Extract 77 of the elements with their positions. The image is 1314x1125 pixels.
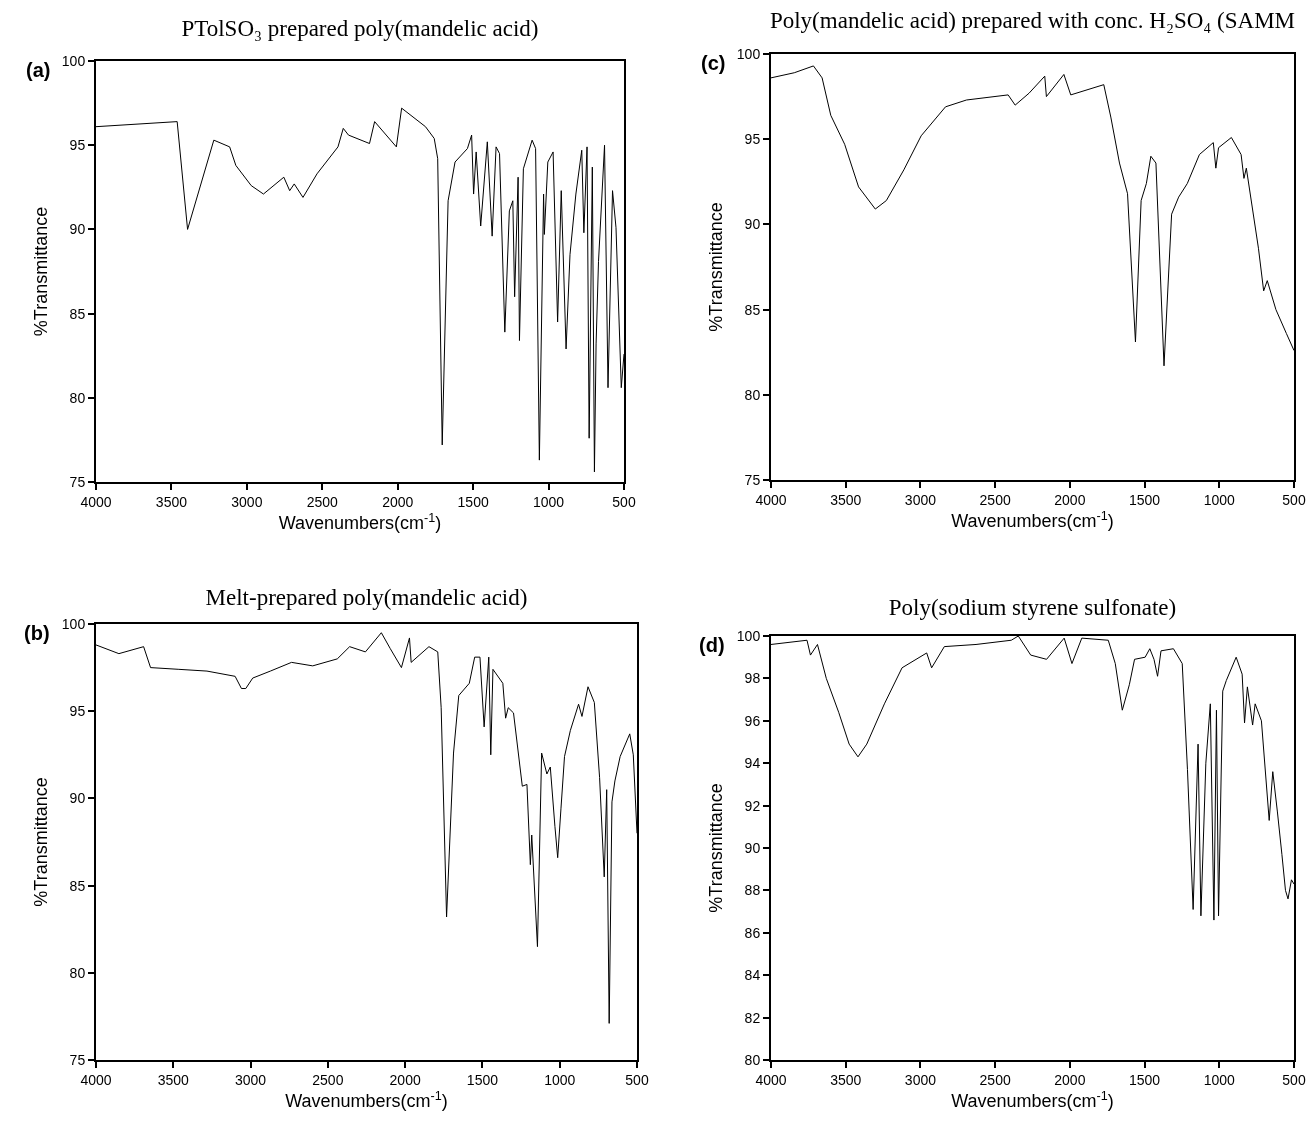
text: (c) [701,52,726,74]
chart-title: Melt-prepared poly(mandelic acid) [205,585,528,611]
y-tick-label: 85 [69,877,86,894]
x-tick-label: 2000 [1054,1071,1086,1088]
y-tick-label: 100 [61,615,86,632]
x-axis-title: Wavenumbers(cm$^{-1}$) [951,508,1114,532]
y-tick-label: 95 [69,137,86,154]
y-tick-label: 85 [744,301,761,318]
y-tick-label: 95 [69,703,86,720]
x-tick-label: 1000 [1203,491,1236,508]
y-tick-label: 80 [744,1051,761,1068]
x-tick-label: 2500 [979,1071,1011,1088]
x-tick-label: 4000 [80,493,112,510]
x-tick-label: 500 [612,493,636,510]
text: (d) [699,634,725,656]
y-tick-label: 88 [744,882,761,899]
x-tick-label: 2000 [382,493,414,510]
y-tick-label: 100 [736,627,761,644]
x-tick-label: 3000 [904,1071,937,1088]
x-tick-label: 2500 [312,1071,344,1088]
text: (a) [26,59,51,81]
chart-title: Poly(mandelic acid) prepared with conc. H₂SO₄ (SAMM [769,8,1296,34]
x-tick-label: 500 [625,1071,649,1088]
y-tick-label: 82 [744,1009,761,1026]
x-tick-label: 4000 [80,1071,112,1088]
x-tick-label: 3000 [904,491,937,508]
text: (b) [24,622,50,644]
x-tick-label: 1000 [544,1071,576,1088]
x-tick-label: 3500 [830,491,862,508]
chart-title: Poly(sodium styrene sulfonate) [888,595,1177,621]
y-axis-title: %Transmittance [705,783,726,913]
y-tick-label: 80 [69,964,86,981]
x-tick-label: 2500 [306,493,339,510]
x-tick-label: 2000 [389,1071,421,1088]
y-tick-label: 75 [744,471,761,488]
x-axis-title: Wavenumbers(cm$^{-1}$) [951,1088,1114,1112]
y-tick-label: 85 [69,305,86,322]
y-axis-title: %Transmittance [705,202,726,332]
x-tick-label: 500 [1282,491,1306,508]
x-axis-title: Wavenumbers(cm$^{-1}$) [285,1088,448,1112]
x-tick-label: 500 [1282,1071,1306,1088]
x-tick-label: 4000 [755,491,787,508]
y-tick-label: 90 [744,216,761,233]
y-tick-label: 95 [744,131,761,148]
x-tick-label: 1000 [1203,1071,1236,1088]
y-tick-label: 94 [744,755,761,772]
y-tick-label: 80 [744,386,761,403]
y-tick-label: 75 [69,1051,86,1068]
y-tick-label: 90 [744,839,761,856]
y-tick-label: 90 [69,221,86,238]
x-tick-label: 3000 [231,493,263,510]
y-tick-label: 75 [69,473,86,490]
x-tick-label: 2500 [979,491,1011,508]
y-axis-title: %Transmittance [30,206,51,337]
x-tick-label: 3000 [234,1071,267,1088]
x-tick-label: 2000 [1054,491,1086,508]
x-tick-label: 1500 [1128,1071,1161,1088]
y-tick-label: 98 [744,670,761,687]
x-tick-label: 3500 [155,493,188,510]
x-tick-label: 3500 [157,1071,190,1088]
y-tick-label: 80 [69,389,86,406]
y-tick-label: 90 [69,790,86,807]
chart-title: PTolSO₃ prepared poly(mandelic acid) [181,16,539,42]
x-tick-label: 1500 [457,493,489,510]
y-tick-label: 92 [744,797,761,814]
y-tick-label: 84 [744,967,761,984]
y-tick-label: 100 [61,52,86,69]
x-tick-label: 1000 [532,493,565,510]
x-tick-label: 1500 [1128,491,1161,508]
y-axis-title: %Transmittance [30,777,51,907]
y-tick-label: 100 [736,45,761,62]
y-tick-label: 86 [744,924,761,941]
x-tick-label: 1500 [466,1071,499,1088]
x-axis-title: Wavenumbers(cm$^{-1}$) [278,510,442,534]
y-tick-label: 96 [744,712,761,729]
x-tick-label: 3500 [830,1071,862,1088]
x-tick-label: 4000 [755,1071,787,1088]
